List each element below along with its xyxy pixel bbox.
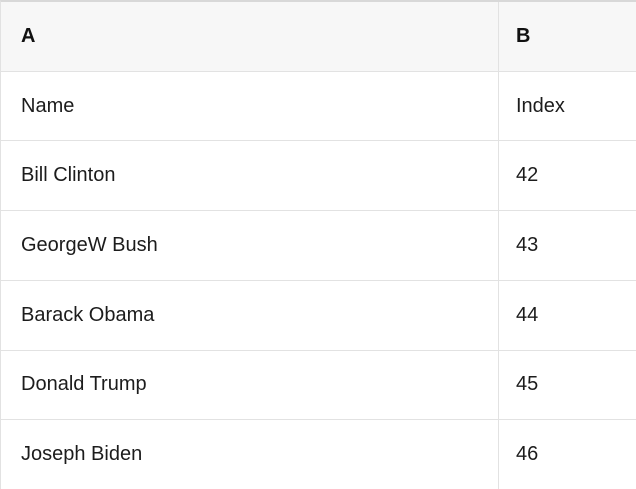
- cell-text: GeorgeW Bush: [21, 234, 158, 257]
- cell-b3[interactable]: 43: [499, 211, 636, 280]
- cell-text: Barack Obama: [21, 303, 155, 326]
- cell-text: 42: [516, 164, 539, 187]
- table-row: Barack Obama 44: [1, 280, 636, 351]
- cell-b5[interactable]: 45: [499, 351, 636, 420]
- cell-a5[interactable]: Donald Trump: [1, 350, 499, 420]
- cell-a4[interactable]: Barack Obama: [1, 280, 499, 350]
- column-header-a[interactable]: A: [1, 2, 499, 71]
- cell-text: Donald Trump: [21, 373, 147, 396]
- table-row: Name Index: [1, 71, 636, 142]
- table-row: Joseph Biden 46: [1, 420, 636, 489]
- column-header-row: A B: [1, 2, 636, 72]
- cell-text: Index: [516, 94, 565, 117]
- column-header-a-label: A: [21, 24, 36, 47]
- table-row: GeorgeW Bush 43: [1, 211, 636, 281]
- cell-b4[interactable]: 44: [499, 281, 636, 350]
- cell-b1[interactable]: Index: [499, 72, 636, 141]
- cell-b6[interactable]: 46: [499, 420, 636, 489]
- cell-text: 45: [516, 373, 539, 396]
- cell-a6[interactable]: Joseph Biden: [1, 420, 499, 489]
- cell-a3[interactable]: GeorgeW Bush: [1, 211, 499, 280]
- column-header-b[interactable]: B: [499, 2, 636, 71]
- table-row: Bill Clinton 42: [1, 141, 636, 212]
- cell-text: 43: [516, 234, 539, 257]
- cell-text: 46: [516, 443, 539, 466]
- cell-a1[interactable]: Name: [1, 71, 499, 141]
- table-row: Donald Trump 45: [1, 350, 636, 421]
- cell-text: 44: [516, 303, 539, 326]
- cell-text: Joseph Biden: [21, 443, 143, 466]
- cell-b2[interactable]: 42: [499, 141, 636, 210]
- column-header-b-label: B: [516, 24, 531, 47]
- cell-text: Bill Clinton: [21, 164, 116, 187]
- cell-a2[interactable]: Bill Clinton: [1, 141, 499, 211]
- cell-text: Name: [21, 94, 75, 117]
